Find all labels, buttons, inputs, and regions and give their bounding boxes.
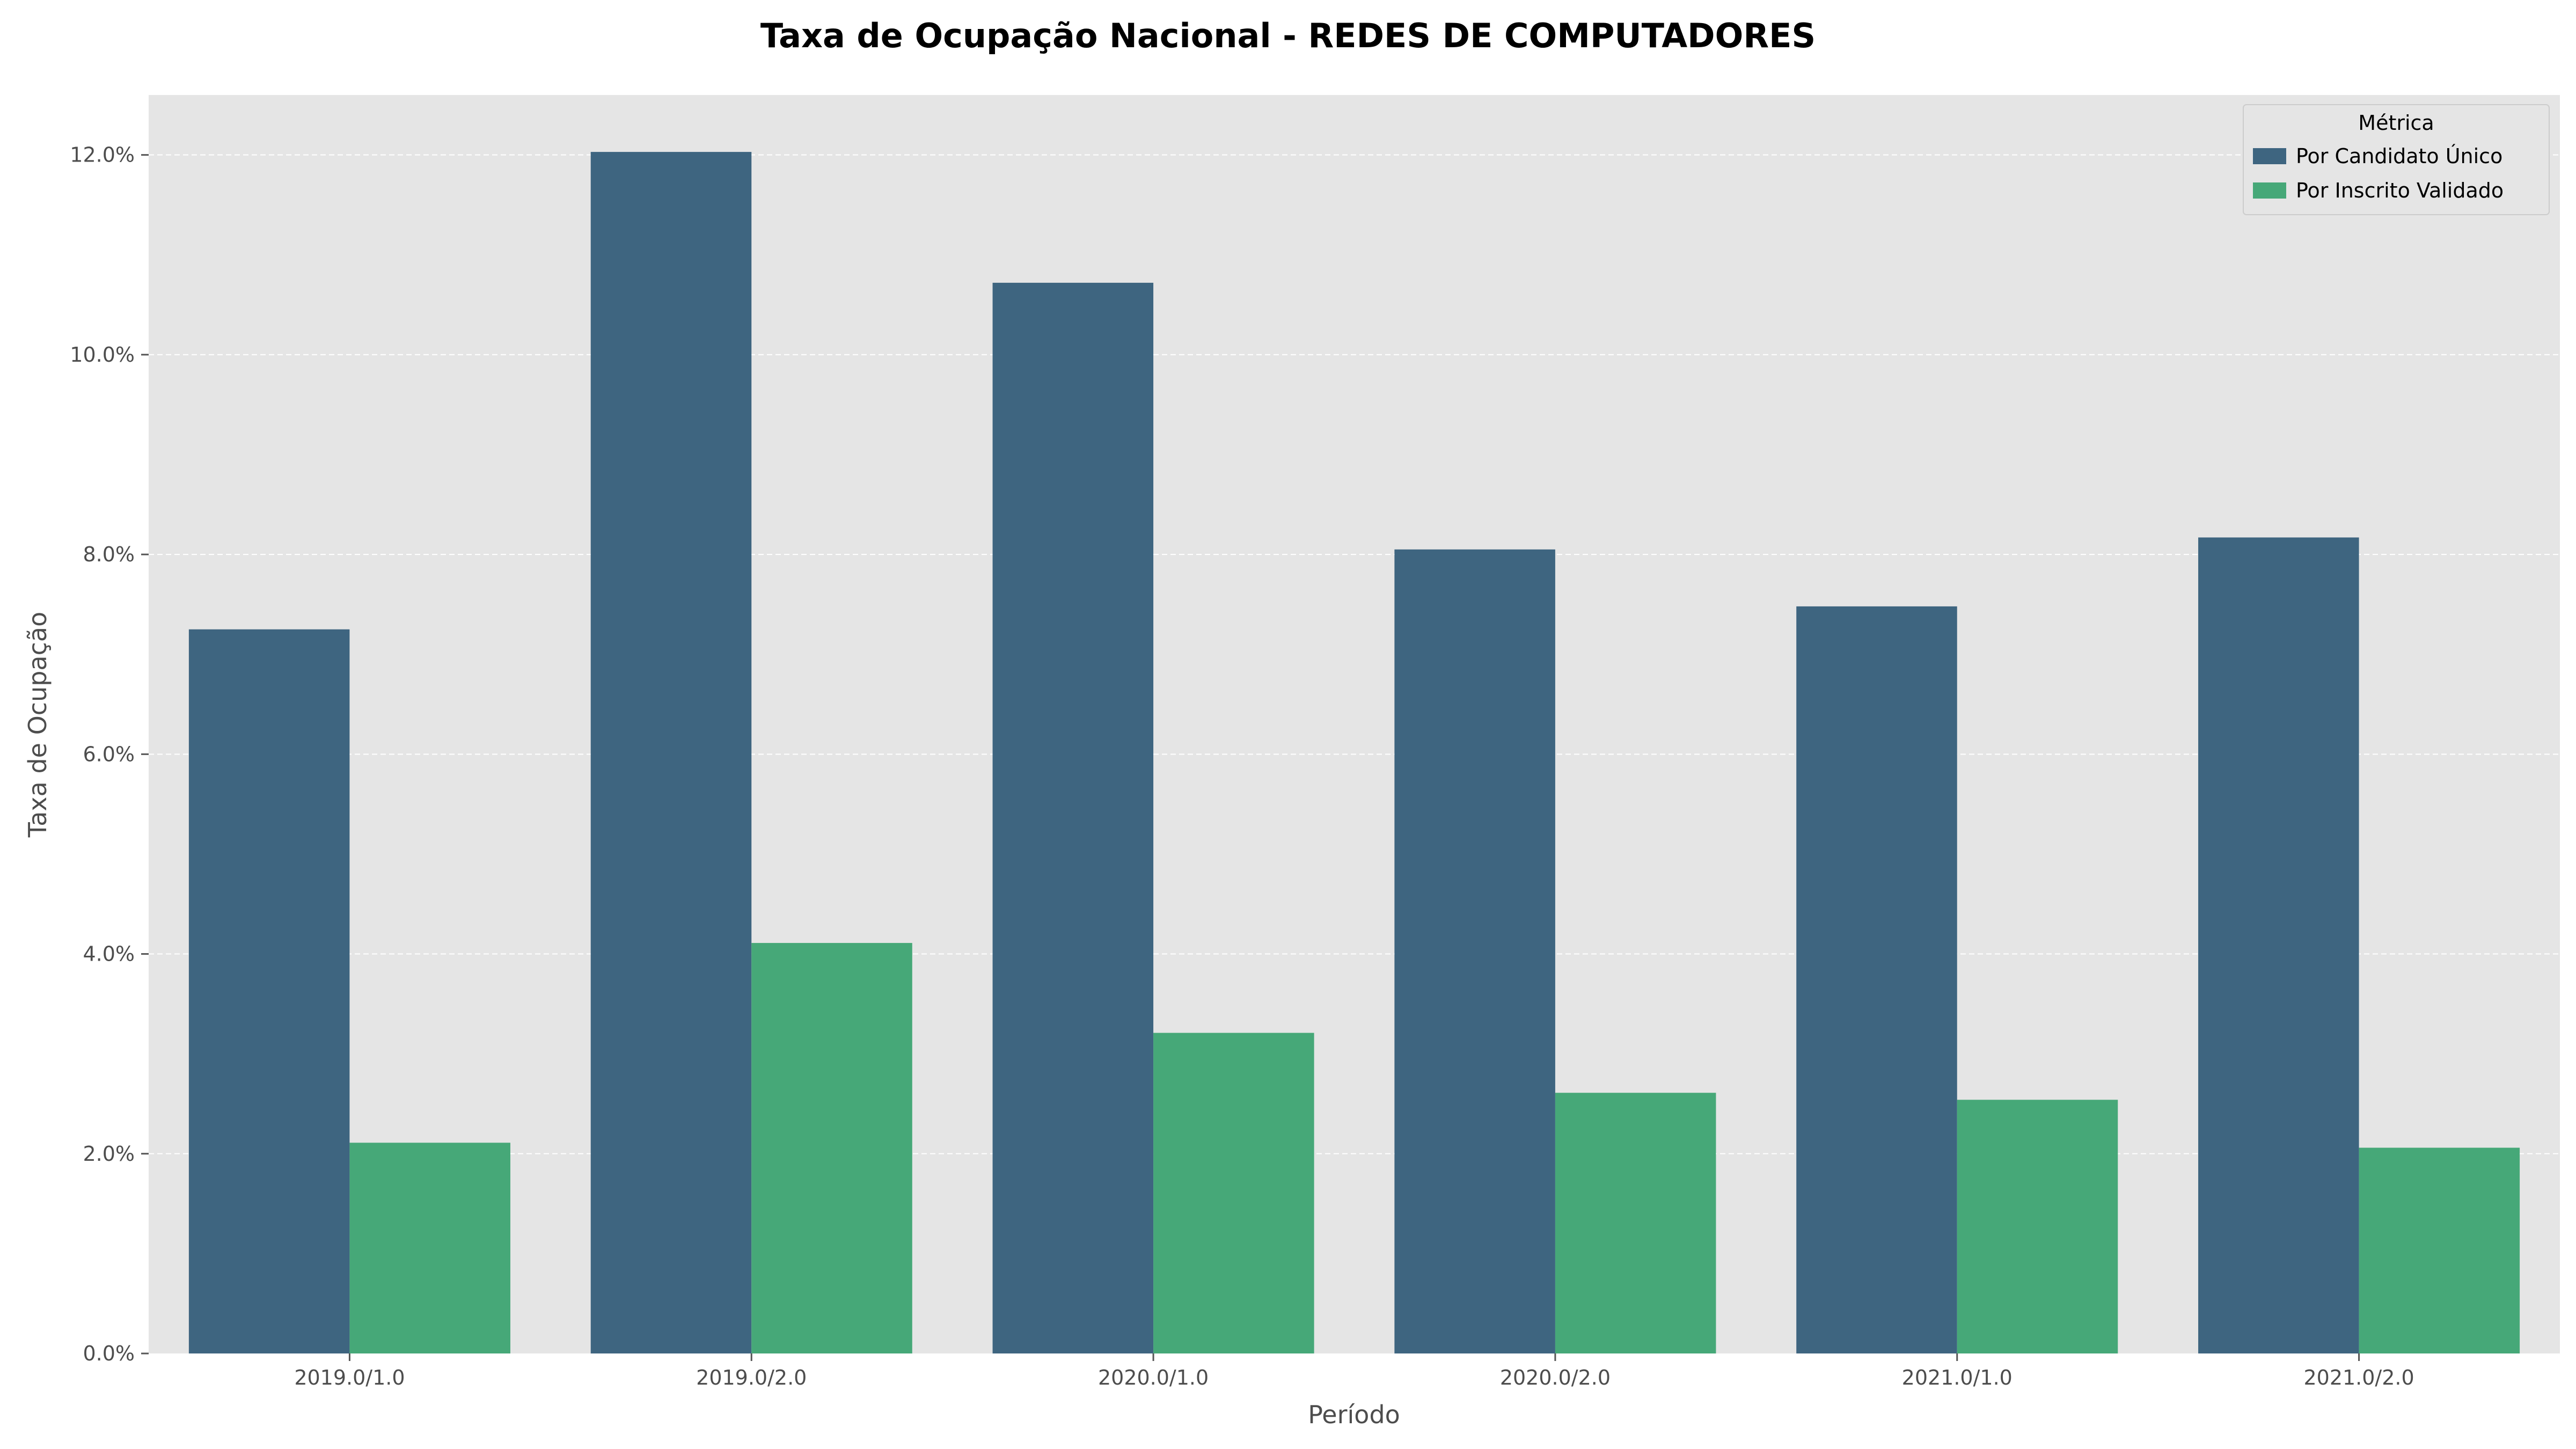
legend-swatch-por-candidato-unico: [2253, 148, 2286, 164]
x-axis-ticks: 2019.0/1.0 2019.0/2.0 2020.0/1.0 2020.0/2.0…: [294, 1353, 2414, 1389]
x-tick-label: 2019.0/1.0: [294, 1366, 405, 1389]
bar-por-candidato-unico-2021-0-2-0: [2198, 537, 2359, 1354]
bars-layer: [188, 152, 2520, 1354]
legend: Métrica Por Candidato Único Por Inscrito…: [2243, 104, 2550, 215]
y-tick-label: 8.0%: [83, 543, 135, 566]
bar-por-inscrito-validado-2020-0-2-0: [1555, 1093, 1716, 1353]
chart-title: Taxa de Ocupação Nacional - REDES DE COM…: [760, 16, 1816, 55]
x-tick-label: 2019.0/2.0: [696, 1366, 807, 1389]
bar-por-inscrito-validado-2021-0-2-0: [2359, 1147, 2520, 1353]
bar-por-candidato-unico-2020-0-2-0: [1394, 549, 1555, 1353]
y-axis-ticks: 0.0% 2.0% 4.0% 6.0% 8.0% 10.0% 12.0%: [70, 143, 149, 1365]
x-tick-label: 2021.0/2.0: [2303, 1366, 2414, 1389]
bar-por-inscrito-validado-2019-0-1-0: [349, 1143, 510, 1353]
legend-swatch-por-inscrito-validado: [2253, 182, 2286, 199]
x-tick-label: 2020.0/2.0: [1500, 1366, 1611, 1389]
legend-label-por-candidato-unico: Por Candidato Único: [2296, 144, 2502, 168]
legend-title: Métrica: [2358, 111, 2434, 135]
bar-por-inscrito-validado-2021-0-1-0: [1957, 1100, 2118, 1353]
bar-por-inscrito-validado-2019-0-2-0: [751, 943, 912, 1353]
x-axis-label: Período: [1308, 1400, 1400, 1429]
y-tick-label: 6.0%: [83, 742, 135, 766]
bar-por-inscrito-validado-2020-0-1-0: [1153, 1033, 1314, 1353]
grid-layer: [149, 154, 2560, 1154]
legend-label-por-inscrito-validado: Por Inscrito Validado: [2296, 179, 2504, 202]
legend-box: [2243, 104, 2550, 215]
y-tick-label: 12.0%: [70, 143, 135, 167]
y-tick-label: 10.0%: [70, 343, 135, 367]
bar-por-candidato-unico-2021-0-1-0: [1796, 606, 1957, 1353]
x-tick-label: 2021.0/1.0: [1902, 1366, 2012, 1389]
y-tick-label: 0.0%: [83, 1342, 135, 1365]
plot-background: [149, 95, 2560, 1353]
bar-por-candidato-unico-2019-0-1-0: [188, 629, 350, 1353]
y-tick-label: 4.0%: [83, 942, 135, 966]
x-tick-label: 2020.0/1.0: [1098, 1366, 1209, 1389]
y-tick-label: 2.0%: [83, 1142, 135, 1166]
bar-por-candidato-unico-2020-0-1-0: [992, 282, 1154, 1353]
y-axis-label: Taxa de Ocupação: [23, 612, 52, 838]
bar-por-candidato-unico-2019-0-2-0: [590, 152, 752, 1354]
